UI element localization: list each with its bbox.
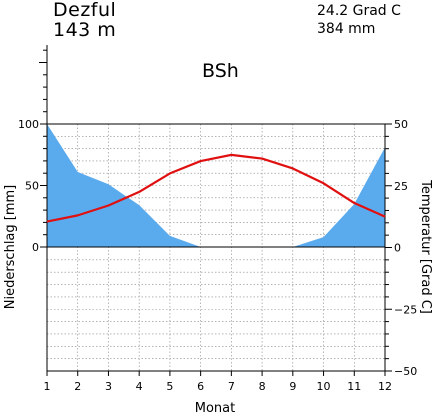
x-tick-label: 9 <box>289 380 296 393</box>
right-tick-label: 0 <box>394 242 401 255</box>
left-tick-label: 0 <box>32 241 39 254</box>
annual-precipitation: 384 mm <box>317 21 376 37</box>
x-tick-label: 1 <box>44 380 51 393</box>
x-tick-label: 12 <box>378 380 392 393</box>
left-tick-label: 100 <box>18 118 39 131</box>
right-tick-label: 25 <box>394 180 408 193</box>
mean-temperature: 24.2 Grad C <box>317 3 401 19</box>
x-axis-label: Monat <box>195 401 235 415</box>
x-tick-label: 6 <box>197 380 204 393</box>
precipitation-area <box>47 124 385 247</box>
right-tick-label: −25 <box>394 303 417 316</box>
right-tick-label: 50 <box>394 118 408 131</box>
y-axis-label-left: Niederschlag [mm] <box>3 185 18 310</box>
y-axis-label-right: Temperatur [Grad C] <box>418 179 433 314</box>
station-name: Dezful <box>53 0 117 21</box>
right-tick-label: −50 <box>394 365 417 378</box>
x-tick-label: 10 <box>317 380 331 393</box>
temperature-line <box>46 153 386 223</box>
x-tick-label: 4 <box>136 380 143 393</box>
x-tick-label: 11 <box>347 380 361 393</box>
x-tick-label: 2 <box>74 380 81 393</box>
x-tick-label: 5 <box>166 380 173 393</box>
x-tick-label: 8 <box>259 380 266 393</box>
climate-classification: BSh <box>202 60 239 82</box>
x-tick-label: 7 <box>228 380 235 393</box>
left-tick-label: 50 <box>25 180 39 193</box>
station-elevation: 143 m <box>53 19 117 41</box>
x-tick-label: 3 <box>105 380 112 393</box>
